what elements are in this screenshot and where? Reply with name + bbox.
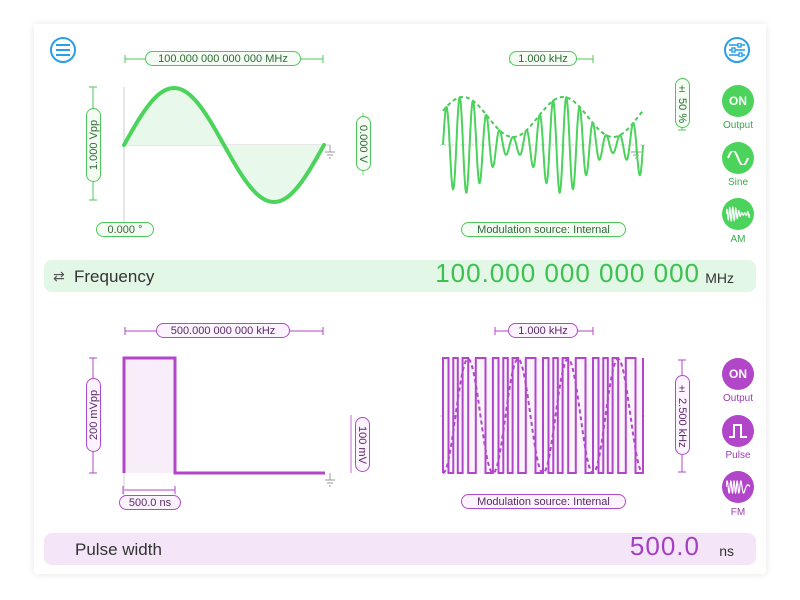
ch1-mod-depth-pill[interactable]: ± 50 %	[675, 78, 690, 128]
ground-icon	[325, 145, 335, 159]
ch1-phase-pill[interactable]: 0.000 °	[96, 222, 154, 237]
ch1-output-label: Output	[722, 120, 754, 131]
ch2-mod-deviation-pill[interactable]: ± 2.500 kHz	[675, 375, 690, 455]
ch2-mod-source-pill[interactable]: Modulation source: Internal	[461, 494, 626, 509]
ch1-output-state: ON	[729, 94, 747, 108]
fm-wave-icon	[726, 479, 750, 495]
ch1-parameter-label: Frequency	[74, 267, 155, 286]
ch1-waveform-label: Sine	[727, 177, 748, 188]
ch2-mod-frequency-pill[interactable]: 1.000 kHz	[508, 323, 578, 338]
settings-sliders-icon[interactable]	[724, 37, 750, 63]
ch1-parameter-unit: MHz	[705, 270, 734, 286]
pulse-wave-icon	[729, 424, 747, 438]
ch2-pulse-waveform-button[interactable]	[722, 415, 754, 447]
ch2-modulation-label: FM	[730, 507, 746, 518]
ch2-parameter-unit: ns	[719, 543, 734, 559]
ch1-sine-waveform-button[interactable]	[722, 142, 754, 174]
am-wave-icon	[726, 205, 750, 223]
ch2-output-label: Output	[722, 393, 754, 404]
menu-icon[interactable]	[50, 37, 76, 63]
ch2-parameter-label: Pulse width	[75, 540, 162, 559]
ch1-mod-source-pill[interactable]: Modulation source: Internal	[461, 222, 626, 237]
ch2-pulse-width-pill[interactable]: 500.0 ns	[119, 495, 181, 510]
ch2-offset-pill[interactable]: 100 mV	[355, 417, 370, 472]
swap-arrows-icon[interactable]: ⇄	[53, 268, 65, 284]
ch2-waveform-label: Pulse	[725, 450, 751, 461]
ch1-parameter-bar[interactable]: ⇄ Frequency 100.000 000 000 000 MHz	[44, 258, 756, 292]
ch2-output-toggle[interactable]: ON	[722, 358, 754, 390]
ch2-fm-modulation-button[interactable]	[722, 471, 754, 503]
ch2-output-state: ON	[729, 367, 747, 381]
ch2-amplitude-pill[interactable]: 200 mVpp	[86, 378, 101, 452]
ch1-am-modulation-button[interactable]	[722, 198, 754, 230]
ch2-parameter-bar[interactable]: Pulse width 500.0 ns	[44, 531, 756, 565]
ch2-frequency-pill[interactable]: 500.000 000 000 kHz	[156, 323, 290, 338]
ch1-output-toggle[interactable]: ON	[722, 85, 754, 117]
ch1-amplitude-pill[interactable]: 1.000 Vpp	[86, 108, 101, 182]
ch2-parameter-value[interactable]: 500.0	[629, 531, 700, 561]
ch1-offset-pill[interactable]: 0.000 V	[356, 116, 371, 171]
ch1-mod-frequency-pill[interactable]: 1.000 kHz	[509, 51, 577, 66]
ch1-modulation-label: AM	[730, 234, 746, 245]
ch1-parameter-value[interactable]: 100.000 000 000 000	[435, 258, 700, 288]
sine-wave-icon	[727, 151, 749, 165]
ch1-frequency-pill[interactable]: 100.000 000 000 000 MHz	[145, 51, 301, 66]
